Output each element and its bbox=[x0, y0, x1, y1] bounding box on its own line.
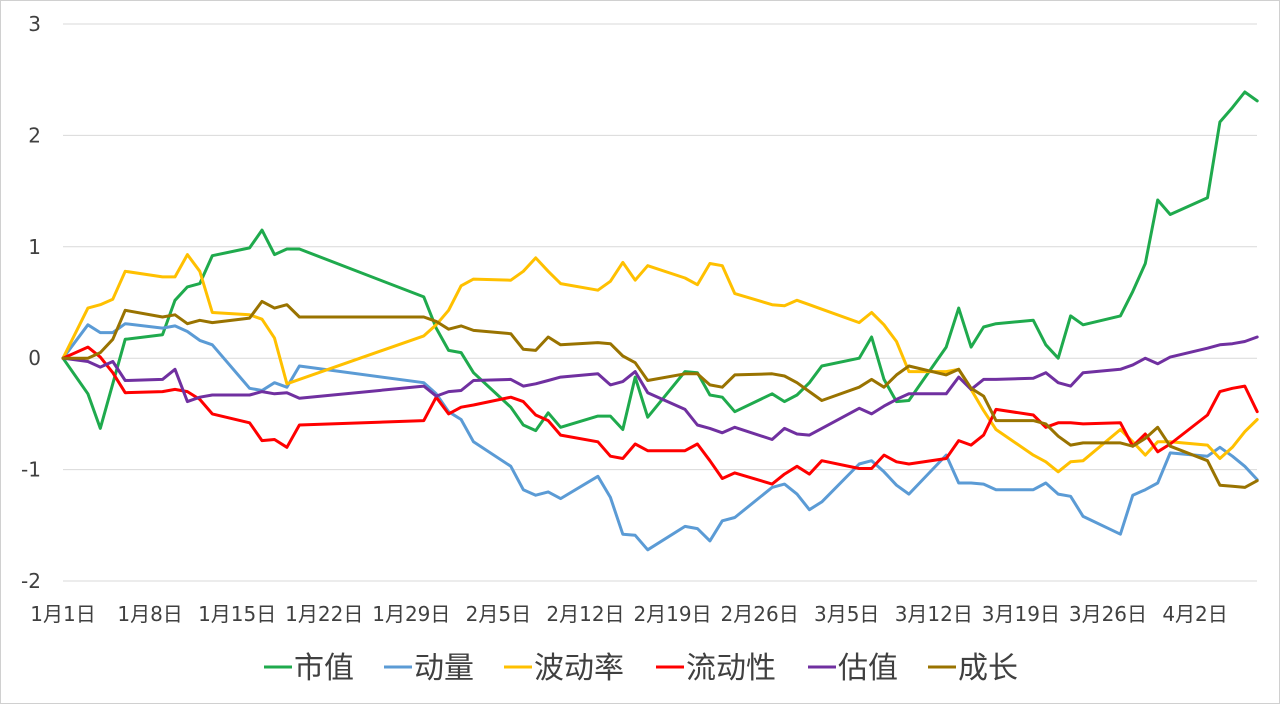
legend-label: 市值 bbox=[294, 651, 354, 686]
x-tick-label: 3月26日 bbox=[1069, 602, 1147, 626]
series-line-4 bbox=[61, 335, 1259, 441]
x-tick-label: 3月12日 bbox=[895, 602, 973, 626]
series-line-0 bbox=[61, 90, 1259, 433]
x-tick-label: 2月26日 bbox=[721, 602, 799, 626]
x-tick-label: 1月1日 bbox=[30, 602, 95, 626]
y-tick-label: 1 bbox=[28, 235, 41, 259]
x-axis-ticks: 1月1日 1月8日 1月15日 1月22日 1月29日 2月5日 2月12日 2月19日 2月2… bbox=[30, 602, 1227, 626]
y-tick-label: 0 bbox=[28, 346, 41, 370]
legend-label: 动量 bbox=[414, 651, 474, 686]
x-tick-label: 3月19日 bbox=[982, 602, 1060, 626]
x-tick-label: 1月8日 bbox=[117, 602, 182, 626]
series-line-1 bbox=[61, 322, 1259, 552]
x-tick-label: 3月5日 bbox=[814, 602, 879, 626]
y-axis-ticks: 3 2 1 0 -1 -2 bbox=[21, 12, 41, 593]
series-lines bbox=[61, 90, 1259, 552]
x-tick-label: 2月19日 bbox=[633, 602, 711, 626]
series-line-2 bbox=[61, 253, 1259, 474]
legend-label: 成长 bbox=[958, 651, 1018, 686]
legend-label: 波动率 bbox=[534, 651, 624, 686]
legend: 市值 动量 波动率 流动性 估值 成长 bbox=[264, 651, 1018, 686]
gridlines bbox=[63, 23, 1257, 582]
y-tick-label: -1 bbox=[21, 458, 41, 482]
y-tick-label: 3 bbox=[28, 12, 41, 36]
x-tick-label: 1月29日 bbox=[372, 602, 450, 626]
legend-label: 流动性 bbox=[686, 651, 776, 686]
x-tick-label: 4月2日 bbox=[1162, 602, 1227, 626]
legend-label: 估值 bbox=[838, 651, 898, 686]
y-tick-label: 2 bbox=[28, 123, 41, 147]
x-tick-label: 2月5日 bbox=[466, 602, 531, 626]
series-line-5 bbox=[61, 299, 1259, 489]
x-tick-label: 1月22日 bbox=[285, 602, 363, 626]
series-line-3 bbox=[61, 345, 1259, 486]
x-tick-label: 2月12日 bbox=[546, 602, 624, 626]
y-tick-label: -2 bbox=[21, 569, 41, 593]
x-tick-label: 1月15日 bbox=[198, 602, 276, 626]
